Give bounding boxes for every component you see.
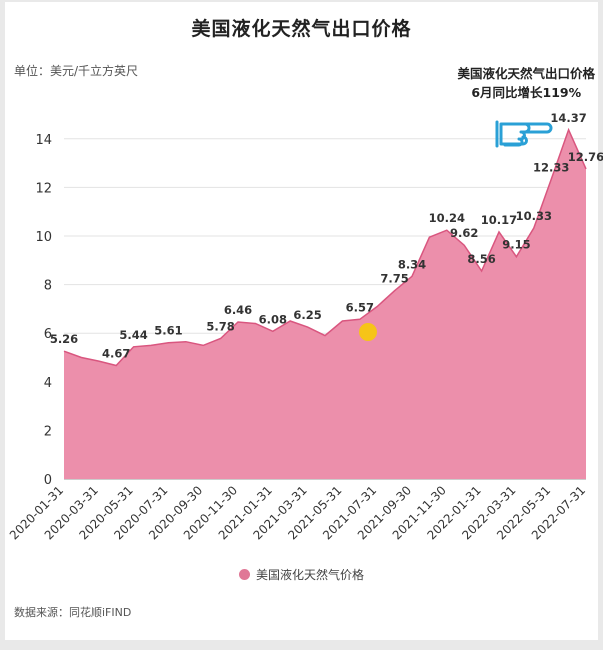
data-label: 10.24 [429, 211, 465, 225]
data-label: 5.44 [119, 328, 147, 342]
unit-label: 单位：美元/千立方英尺 [14, 64, 139, 78]
data-label: 6.08 [259, 312, 287, 326]
data-label: 4.67 [102, 347, 130, 361]
data-label: 9.15 [502, 238, 530, 252]
y-tick-label: 4 [44, 376, 52, 391]
data-label: 10.17 [481, 213, 517, 227]
data-label: 7.75 [380, 272, 408, 286]
y-tick-label: 10 [35, 230, 52, 245]
data-label: 6.57 [346, 300, 374, 314]
data-label: 12.76 [568, 150, 603, 164]
y-tick-label: 8 [44, 279, 52, 294]
data-label: 6.25 [293, 308, 321, 322]
data-label: 8.56 [467, 252, 495, 266]
y-axis: 0 2 4 6 8 10 12 14 [35, 133, 52, 488]
pointing-hand-icon [495, 120, 553, 148]
series-line [63, 127, 587, 367]
x-axis: 2020-01-312020-03-312020-05-312020-07-31… [7, 483, 588, 542]
source-note: 数据来源：同花顺iFIND [14, 606, 132, 619]
data-labels: 5.26 4.67 5.44 5.61 5.78 6.46 6.08 6.25 6.57 7.75… [50, 111, 603, 361]
data-label: 9.62 [450, 226, 478, 240]
data-label: 10.33 [516, 209, 552, 223]
annotation-line1: 美国液化天然气出口价格 [457, 66, 595, 81]
data-label: 5.61 [154, 324, 182, 338]
highlight-dot [359, 323, 377, 341]
legend-swatch [238, 569, 250, 580]
annotation-line2: 6月同比增长119% [471, 85, 582, 100]
chart-title: 美国液化天然气出口价格 [191, 18, 412, 40]
legend: 美国液化天然气价格 [0, 566, 603, 583]
y-tick-label: 2 [44, 424, 52, 439]
y-tick-label: 14 [35, 133, 52, 148]
data-label: 8.34 [398, 257, 426, 271]
y-tick-label: 12 [35, 181, 52, 196]
series-area-fill [64, 129, 586, 480]
data-label: 5.78 [206, 320, 234, 334]
data-label: 6.46 [224, 303, 252, 317]
y-tick-label: 6 [44, 327, 52, 342]
annotation: 美国液化天然气出口价格 6月同比增长119% [457, 64, 595, 102]
legend-label: 美国液化天然气价格 [255, 568, 364, 582]
data-label: 14.37 [550, 111, 586, 125]
data-label: 5.26 [50, 332, 78, 346]
data-label: 12.33 [533, 160, 569, 174]
y-tick-label: 0 [44, 473, 52, 488]
series-area [63, 127, 587, 480]
